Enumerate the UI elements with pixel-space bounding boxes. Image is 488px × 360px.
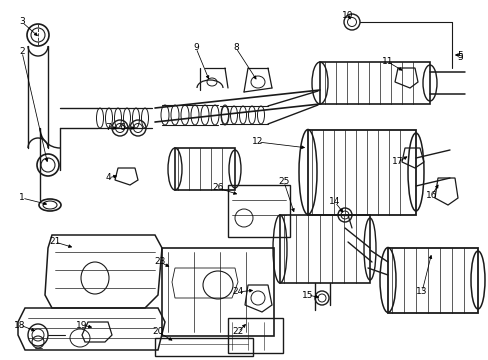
Bar [175, 148, 235, 190]
Text: 20: 20 [152, 328, 163, 337]
Text: 9: 9 [193, 44, 199, 53]
Text: 25: 25 [278, 177, 289, 186]
Text: 15: 15 [302, 291, 313, 300]
Text: 6: 6 [119, 123, 124, 132]
Bar [162, 248, 273, 336]
Bar [280, 215, 369, 283]
Text: 22: 22 [232, 328, 243, 337]
Text: 10: 10 [342, 10, 353, 19]
Text: 18: 18 [14, 320, 26, 329]
Text: 7: 7 [105, 123, 111, 132]
Text: 1: 1 [19, 194, 25, 202]
Bar [307, 130, 415, 215]
Text: 26: 26 [212, 184, 223, 193]
Text: 19: 19 [76, 320, 87, 329]
Text: 16: 16 [426, 190, 437, 199]
Bar [387, 248, 477, 313]
Text: 3: 3 [19, 18, 25, 27]
Bar [155, 338, 252, 356]
Text: 8: 8 [233, 44, 238, 53]
Bar [227, 318, 283, 353]
Text: 5: 5 [456, 50, 462, 59]
Text: 24: 24 [232, 288, 243, 297]
Text: 13: 13 [415, 288, 427, 297]
Text: 2: 2 [19, 48, 25, 57]
Text: 11: 11 [382, 58, 393, 67]
Text: 17: 17 [391, 158, 403, 166]
Text: 14: 14 [328, 198, 340, 207]
Text: 12: 12 [252, 138, 263, 147]
Bar [227, 185, 289, 237]
Bar [319, 62, 429, 104]
Text: 5: 5 [456, 54, 462, 63]
Text: 21: 21 [49, 238, 61, 247]
Text: 4: 4 [105, 174, 111, 183]
Text: 23: 23 [154, 257, 165, 266]
